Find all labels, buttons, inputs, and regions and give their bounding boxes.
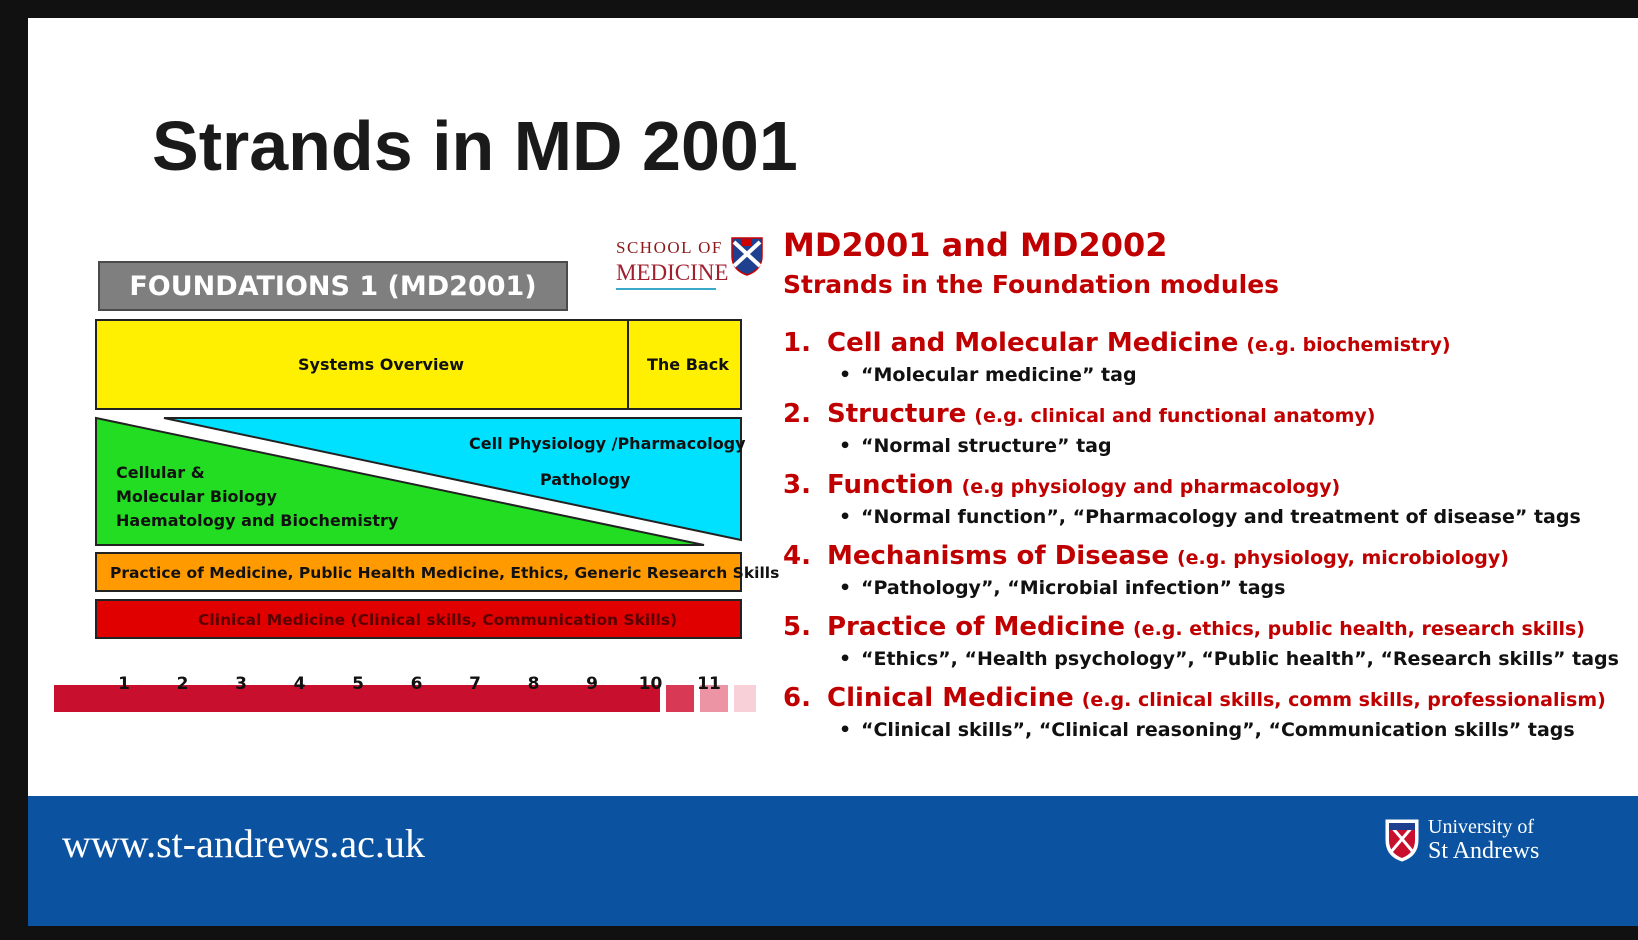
strand-tag: “Ethics”, “Health psychology”, “Public h… (839, 648, 1619, 670)
strand-tag: “Clinical skills”, “Clinical reasoning”,… (839, 719, 1575, 741)
strand-title: Function (827, 470, 954, 500)
week-label: 6 (410, 674, 423, 694)
clinical-label: Clinical Medicine (Clinical skills, Comm… (198, 611, 678, 629)
week-label: 3 (235, 674, 247, 694)
strand-tag: “Normal function”, “Pharmacology and tre… (839, 506, 1581, 528)
strand-tag: “Molecular medicine” tag (839, 364, 1137, 386)
strand-item: 3. Function (e.g physiology and pharmacolo… (783, 470, 1603, 541)
strand-example: (e.g physiology and pharmacology) (961, 476, 1341, 498)
footer-url[interactable]: www.st-andrews.ac.uk (62, 821, 425, 866)
week-label: 10 (638, 674, 663, 694)
cellular-label-2: Molecular Biology (116, 487, 277, 506)
strand-title: Structure (827, 399, 967, 429)
slide-title: Strands in MD 2001 (152, 107, 798, 185)
timeline-fade-3 (734, 685, 756, 712)
strands-list: 1. Cell and Molecular Medicine (e.g. bioch… (783, 328, 1619, 754)
strand-example: (e.g. clinical skills, comm skills, prof… (1081, 689, 1606, 711)
strand-number: 2. (783, 399, 811, 429)
university-crest-icon (1385, 819, 1419, 862)
strand-name: Practice of Medicine (e.g. ethics, public… (827, 612, 1585, 642)
strand-example: (e.g. clinical and functional anatomy) (974, 405, 1376, 427)
strand-item: 5. Practice of Medicine (e.g. ethics, publ… (783, 612, 1619, 683)
week-label: 2 (176, 674, 189, 694)
strand-tag: “Normal structure” tag (839, 435, 1112, 457)
strand-name: Cell and Molecular Medicine (e.g. biochem… (827, 328, 1451, 358)
timeline-bar (54, 685, 660, 712)
strand-title: Mechanisms of Disease (827, 541, 1169, 571)
cell-physiology-label: Cell Physiology /Pharmacology (469, 434, 746, 453)
cellular-label-3: Haematology and Biochemistry (116, 511, 399, 530)
strand-example: (e.g. physiology, microbiology) (1176, 547, 1509, 569)
week-label: 4 (293, 674, 306, 694)
strand-tag: “Pathology”, “Microbial infection” tags (839, 577, 1285, 599)
the-back-label: The Back (647, 355, 729, 374)
strand-title: Practice of Medicine (827, 612, 1125, 642)
pathology-label: Pathology (540, 470, 631, 489)
strand-number: 3. (783, 470, 811, 500)
university-logo: University of St Andrews (1384, 816, 1614, 876)
strand-example: (e.g. biochemistry) (1246, 334, 1451, 356)
right-heading-1: MD2001 and MD2002 (783, 226, 1168, 264)
strand-item: 6. Clinical Medicine (e.g. clinical skills… (783, 683, 1606, 754)
footer-bar: www.st-andrews.ac.uk University of St An… (28, 796, 1638, 926)
right-heading-2: Strands in the Foundation modules (783, 270, 1280, 299)
week-label: 9 (586, 674, 598, 694)
cellular-biology-block (95, 416, 705, 546)
strand-number: 6. (783, 683, 811, 713)
week-label: 7 (469, 674, 481, 694)
university-shield-icon (731, 237, 763, 276)
university-line-1: University of (1428, 816, 1535, 838)
week-label: 11 (697, 674, 721, 694)
strand-name: Mechanisms of Disease (e.g. physiology, m… (827, 541, 1509, 571)
strand-example: (e.g. ethics, public health, research sk… (1133, 618, 1585, 640)
foundations-diagram (54, 319, 756, 712)
strand-name: Clinical Medicine (e.g. clinical skills, … (827, 683, 1606, 713)
logo-line-2: MEDICINE (616, 260, 729, 285)
school-of-medicine-logo: SCHOOL OF MEDICINE (616, 230, 776, 300)
strand-title: Clinical Medicine (827, 683, 1074, 713)
strand-title: Cell and Molecular Medicine (827, 328, 1239, 358)
systems-overview-label: Systems Overview (298, 355, 465, 374)
cell-physiology-block (163, 417, 742, 542)
university-line-2: St Andrews (1428, 838, 1540, 864)
strand-name: Function (e.g physiology and pharmacology… (827, 470, 1340, 500)
timeline-fade-1 (666, 685, 694, 712)
week-label: 8 (527, 674, 540, 694)
timeline-fade-2 (700, 685, 728, 712)
practice-block (95, 552, 742, 592)
clinical-block (95, 599, 742, 639)
week-label: 1 (118, 674, 130, 694)
strand-item: 4. Mechanisms of Disease (e.g. physiology,… (783, 541, 1603, 612)
practice-label: Practice of Medicine, Public Health Medi… (110, 564, 780, 582)
systems-overview-block (95, 319, 629, 410)
strand-name: Structure (e.g. clinical and functional a… (827, 399, 1376, 429)
slide: Strands in MD 2001 FOUNDATIONS 1 (MD2001… (28, 18, 1638, 926)
week-label: 5 (352, 674, 364, 694)
strand-item: 2. Structure (e.g. clinical and functional… (783, 399, 1603, 470)
foundations-header: FOUNDATIONS 1 (MD2001) (98, 261, 568, 311)
strand-number: 4. (783, 541, 811, 571)
the-back-block (627, 319, 742, 410)
strand-number: 5. (783, 612, 811, 642)
cellular-label-1: Cellular & (116, 463, 205, 482)
strand-number: 1. (783, 328, 811, 358)
logo-underline (616, 288, 716, 290)
logo-line-1: SCHOOL OF (616, 238, 723, 257)
strand-item: 1. Cell and Molecular Medicine (e.g. bioch… (783, 328, 1603, 399)
